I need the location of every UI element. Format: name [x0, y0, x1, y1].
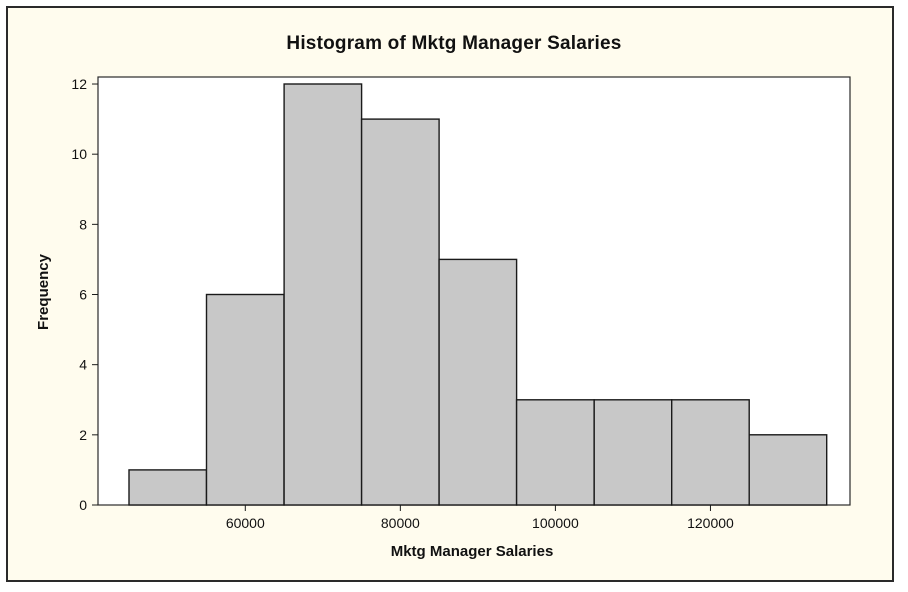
- x-tick-label: 100000: [532, 515, 579, 531]
- y-tick-label: 2: [79, 427, 87, 443]
- histogram-bar: [283, 83, 363, 506]
- y-tick-label: 8: [79, 216, 87, 232]
- y-tick-label: 4: [79, 357, 87, 373]
- chart-title: Histogram of Mktg Manager Salaries: [286, 33, 622, 54]
- y-tick-label: 6: [79, 287, 87, 303]
- histogram-bar: [205, 293, 285, 506]
- histogram-bar: [360, 118, 440, 506]
- bars-group: [128, 83, 828, 506]
- histogram-bar: [438, 258, 518, 506]
- x-tick-label: 120000: [687, 515, 734, 531]
- y-tick-label: 10: [71, 146, 87, 162]
- x-tick-label: 80000: [381, 515, 420, 531]
- y-axis: 0 2 4 6 8 10 12: [71, 76, 98, 513]
- y-tick-label: 0: [79, 497, 87, 513]
- x-axis: 60000 80000 100000 120000: [226, 505, 734, 531]
- histogram-bar: [671, 399, 750, 506]
- histogram-bar: [515, 399, 595, 506]
- x-axis-title: Mktg Manager Salaries: [391, 543, 554, 560]
- histogram-bar: [593, 399, 673, 506]
- x-tick-label: 60000: [226, 515, 265, 531]
- histogram-bar: [748, 434, 828, 506]
- y-axis-title: Frequency: [35, 253, 52, 330]
- histogram-bar: [128, 469, 208, 506]
- y-tick-label: 12: [71, 76, 87, 92]
